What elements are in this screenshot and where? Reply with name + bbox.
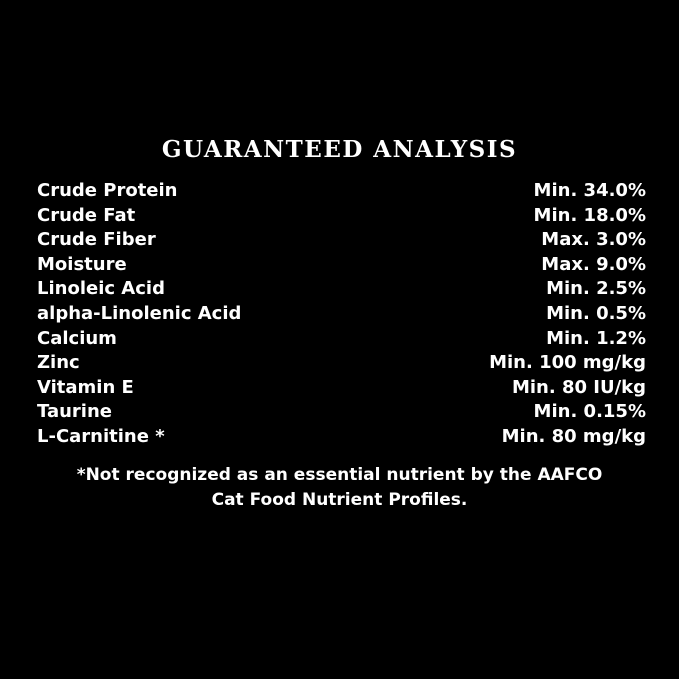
footnote-line: *Not recognized as an essential nutrient… [76, 465, 603, 485]
nutrient-name: Vitamin E [37, 376, 134, 398]
table-row: Taurine Min. 0.15% [37, 400, 646, 425]
nutrient-name: Zinc [37, 352, 80, 374]
table-row: Crude Fat Min. 18.0% [37, 204, 646, 229]
table-row: Zinc Min. 100 mg/kg [37, 351, 646, 376]
analysis-table: Crude Protein Min. 34.0% Crude Fat Min. 18.… [37, 179, 646, 450]
nutrient-name: Crude Fat [37, 204, 136, 226]
footnote-line: Cat Food Nutrient Profiles. [211, 490, 468, 510]
table-row: Calcium Min. 1.2% [37, 327, 646, 352]
table-row: Linoleic Acid Min. 2.5% [37, 277, 646, 302]
nutrient-value: Min. 0.5% [546, 302, 646, 324]
nutrient-value: Min. 34.0% [533, 180, 646, 201]
table-row: L-Carnitine * Min. 80 mg/kg [37, 425, 646, 450]
table-row: Crude Protein Min. 34.0% [37, 179, 646, 204]
table-row: Crude Fiber Max. 3.0% [37, 228, 646, 253]
nutrient-value: Min. 80 mg/kg [501, 425, 646, 447]
nutrient-name: Linoleic Acid [37, 278, 165, 300]
footnote: *Not recognized as an essential nutrient… [0, 463, 679, 513]
nutrient-value: Max. 3.0% [541, 229, 646, 251]
page-title: GUARANTEED ANALYSIS [161, 136, 518, 163]
table-row: alpha-Linolenic Acid Min. 0.5% [37, 302, 646, 327]
nutrient-value: Min. 18.0% [533, 204, 646, 226]
nutrient-value: Max. 9.0% [541, 253, 646, 275]
nutrient-value: Min. 2.5% [546, 278, 646, 300]
table-row: Vitamin E Min. 80 IU/kg [37, 376, 646, 401]
nutrient-name: Crude Protein [37, 180, 178, 201]
nutrient-value: Min. 100 mg/kg [489, 352, 646, 374]
nutrient-value: Min. 80 IU/kg [511, 376, 646, 398]
table-row: Moisture Max. 9.0% [37, 253, 646, 278]
nutrient-name: Crude Fiber [37, 229, 156, 251]
nutrient-value: Min. 1.2% [546, 327, 646, 349]
nutrient-name: Calcium [37, 327, 117, 349]
nutrient-name: L-Carnitine * [37, 425, 165, 447]
nutrient-name: Taurine [37, 401, 112, 423]
nutrient-name: alpha-Linolenic Acid [37, 302, 242, 324]
nutrient-value: Min. 0.15% [533, 401, 646, 423]
nutrient-name: Moisture [37, 253, 127, 275]
